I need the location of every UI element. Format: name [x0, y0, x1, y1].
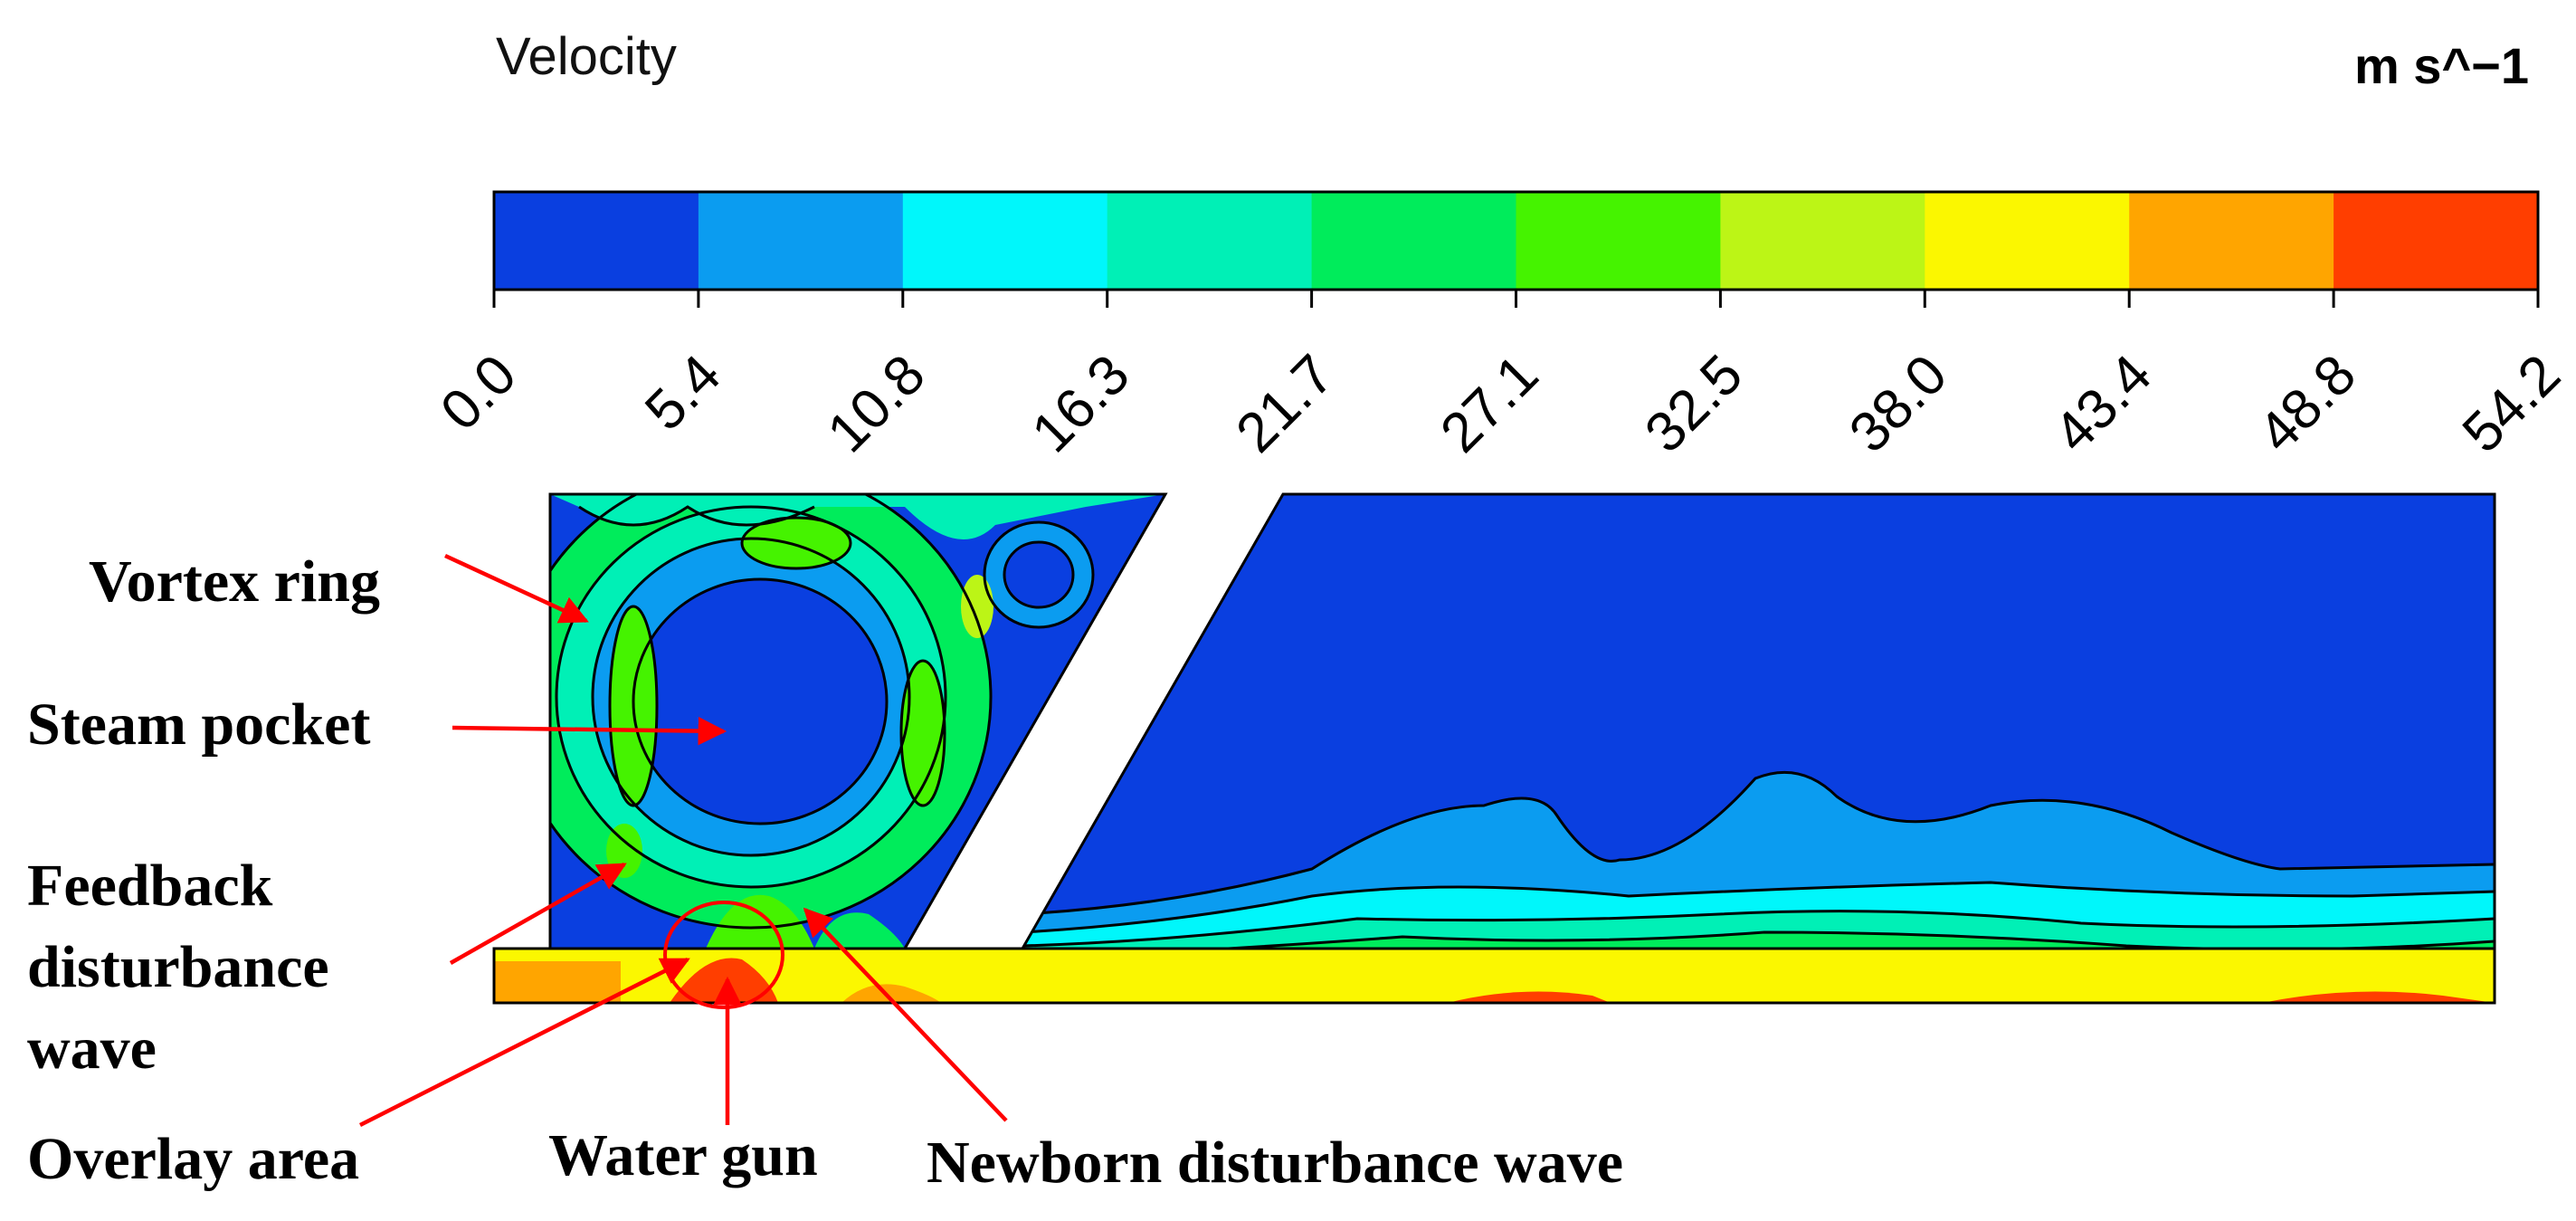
feedback-label-line2: disturbance: [27, 934, 329, 1000]
legend-color-segment: [2129, 192, 2334, 290]
legend-tick-label: 27.1: [1429, 343, 1550, 464]
legend-tick-marks: [492, 290, 2540, 308]
color-legend: Velocity m s^−1 0.0 5.4 10.8 16.3 21.7 27.1 32…: [429, 27, 2572, 464]
legend-tick-labels: 0.0 5.4 10.8 16.3 21.7 27.1 32.5 38.0 43.4 48.8 54…: [429, 343, 2572, 464]
vortex-ring-arrow: [444, 553, 589, 624]
overlay-area-arrow: [358, 957, 690, 1128]
steam-pocket-label: Steam pocket: [27, 692, 370, 758]
annotation-labels: Vortex ring Steam pocket Feedback distur…: [27, 548, 1623, 1196]
water-gun-label: Water gun: [548, 1122, 818, 1188]
legend-color-bar: [492, 190, 2540, 291]
legend-title: Velocity: [496, 27, 677, 86]
newborn-wave-arrow: [803, 907, 1008, 1122]
left-flow-domain: [548, 492, 1168, 950]
legend-color-segment: [1311, 192, 1516, 290]
legend-color-segment: [902, 192, 1108, 290]
legend-tick-label: 38.0: [1838, 343, 1959, 464]
bottom-jet-strip: [492, 947, 2496, 1005]
legend-tick-label: 21.7: [1224, 343, 1345, 464]
legend-tick-label: 43.4: [2042, 343, 2163, 464]
feedback-label-line1: Feedback: [27, 853, 273, 919]
legend-color-segment: [698, 192, 904, 290]
newborn-wave-label: Newborn disturbance wave: [927, 1130, 1623, 1196]
legend-color-segment: [1925, 192, 2130, 290]
legend-tick-label: 5.4: [633, 343, 733, 443]
legend-color-segment: [1516, 192, 1721, 290]
legend-tick-label: 10.8: [816, 343, 937, 464]
legend-tick-label: 0.0: [429, 343, 528, 443]
legend-color-segment: [1720, 192, 1925, 290]
legend-tick-label: 48.8: [2247, 343, 2368, 464]
overlay-area-label: Overlay area: [27, 1126, 359, 1192]
right-flow-domain: [1021, 492, 2496, 1005]
annotation-arrows: [358, 553, 1008, 1128]
legend-tick-label: 32.5: [1633, 343, 1754, 464]
legend-color-segment: [2334, 192, 2539, 290]
legend-unit: m s^−1: [2354, 37, 2529, 94]
feedback-wave-arrow: [449, 863, 627, 965]
steam-pocket-arrow: [452, 716, 727, 746]
legend-color-segment: [494, 192, 699, 290]
legend-color-segment: [1107, 192, 1313, 290]
legend-tick-label: 54.2: [2451, 343, 2572, 464]
overlay-area-circle: [663, 901, 784, 1009]
feedback-label-line3: wave: [27, 1016, 157, 1082]
legend-tick-label: 16.3: [1020, 343, 1141, 464]
vortex-ring-label: Vortex ring: [89, 548, 380, 615]
